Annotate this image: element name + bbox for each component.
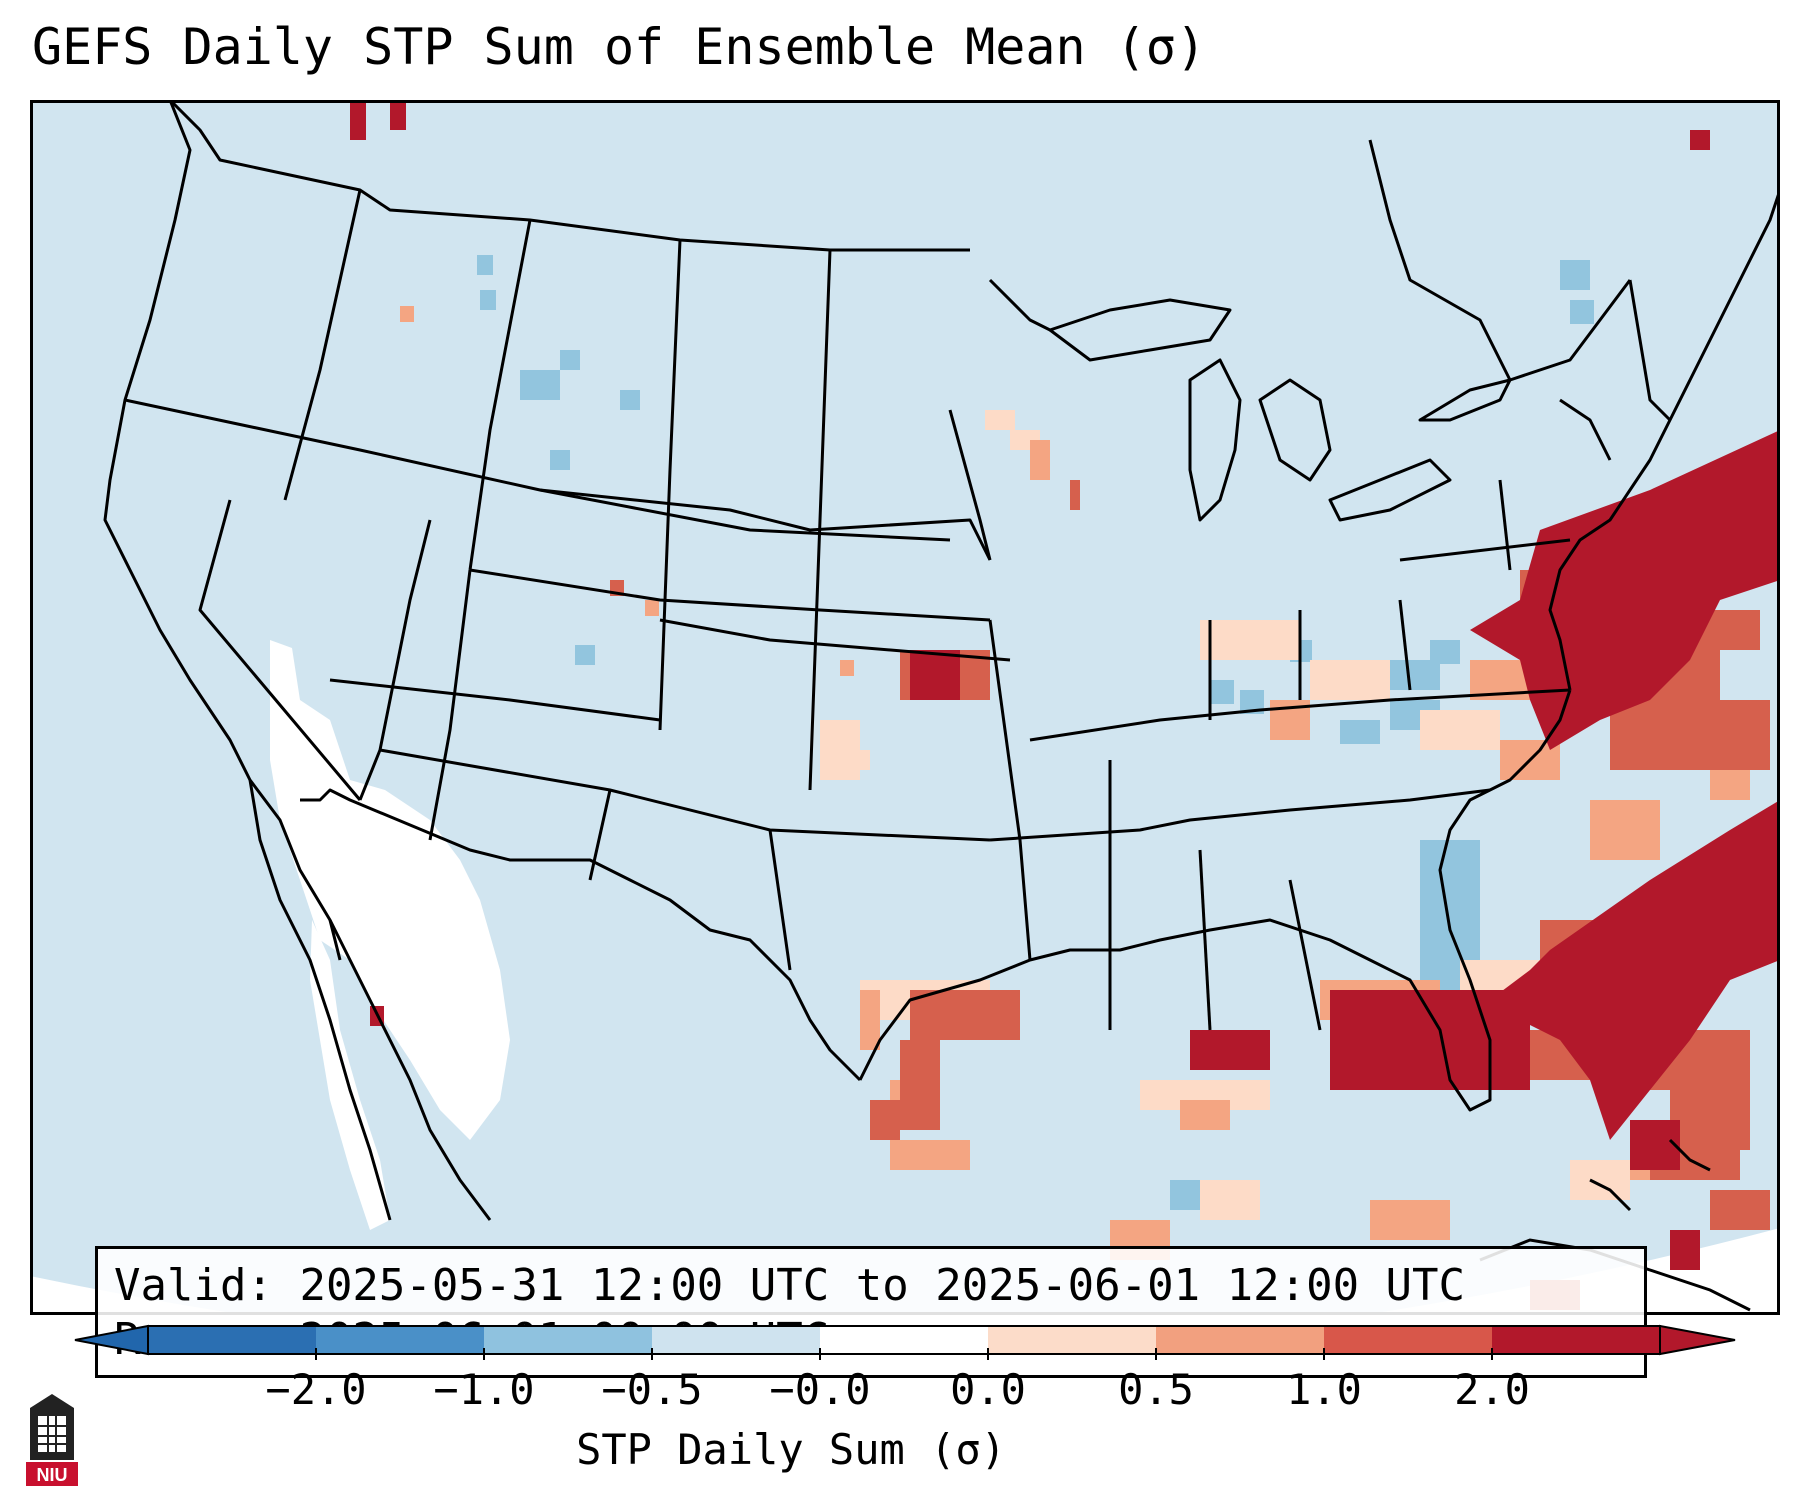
colorbar-segment [820,1326,989,1354]
map-canvas [30,100,1780,1315]
colorbar-extend-min [74,1324,149,1356]
colorbar-segment [148,1326,317,1354]
positive-anomaly-dark [350,100,1780,1270]
colorbar-ticks [315,1348,1493,1360]
niu-logo-text: NIU [37,1465,68,1485]
map-panel: Valid: 2025-05-31 12:00 UTC to 2025-06-0… [30,100,1780,1378]
colorbar-tick-label: −0.5 [601,1365,703,1414]
colorbar-tick-label: −0.0 [769,1365,871,1414]
colorbar-tick-label: −2.0 [265,1365,367,1414]
colorbar-tick-label: 1.0 [1286,1365,1362,1414]
colorbar-segment [484,1326,653,1354]
page-title: GEFS Daily STP Sum of Ensemble Mean (σ) [32,18,1206,76]
colorbar-tick-label: 0.5 [1118,1365,1194,1414]
valid-range: 2025-05-31 12:00 UTC to 2025-06-01 12:00… [299,1260,1466,1311]
colorbar-label: STP Daily Sum (σ) [576,1425,1006,1474]
colorbar-segment [1492,1326,1661,1354]
colorbar-tick-label: 0.0 [950,1365,1026,1414]
colorbar-outline [147,1325,1661,1355]
map-borders [103,100,1780,1221]
niu-logo-icon: NIU [26,1394,78,1486]
colorbar [74,1324,1736,1360]
valid-time-box: Valid: 2025-05-31 12:00 UTC to 2025-06-0… [95,1246,1647,1378]
colorbar-segment [1156,1326,1325,1354]
colorbar-segment [988,1326,1157,1354]
colorbar-segment [1324,1326,1493,1354]
colorbar-segments [148,1326,1661,1354]
valid-label: Valid: [114,1260,273,1311]
colorbar-segment [652,1326,821,1354]
colorbar-extend-max [1659,1324,1736,1356]
colorbar-tick-label: 2.0 [1454,1365,1530,1414]
colorbar-tick-label: −1.0 [433,1365,535,1414]
colorbar-segment [316,1326,485,1354]
